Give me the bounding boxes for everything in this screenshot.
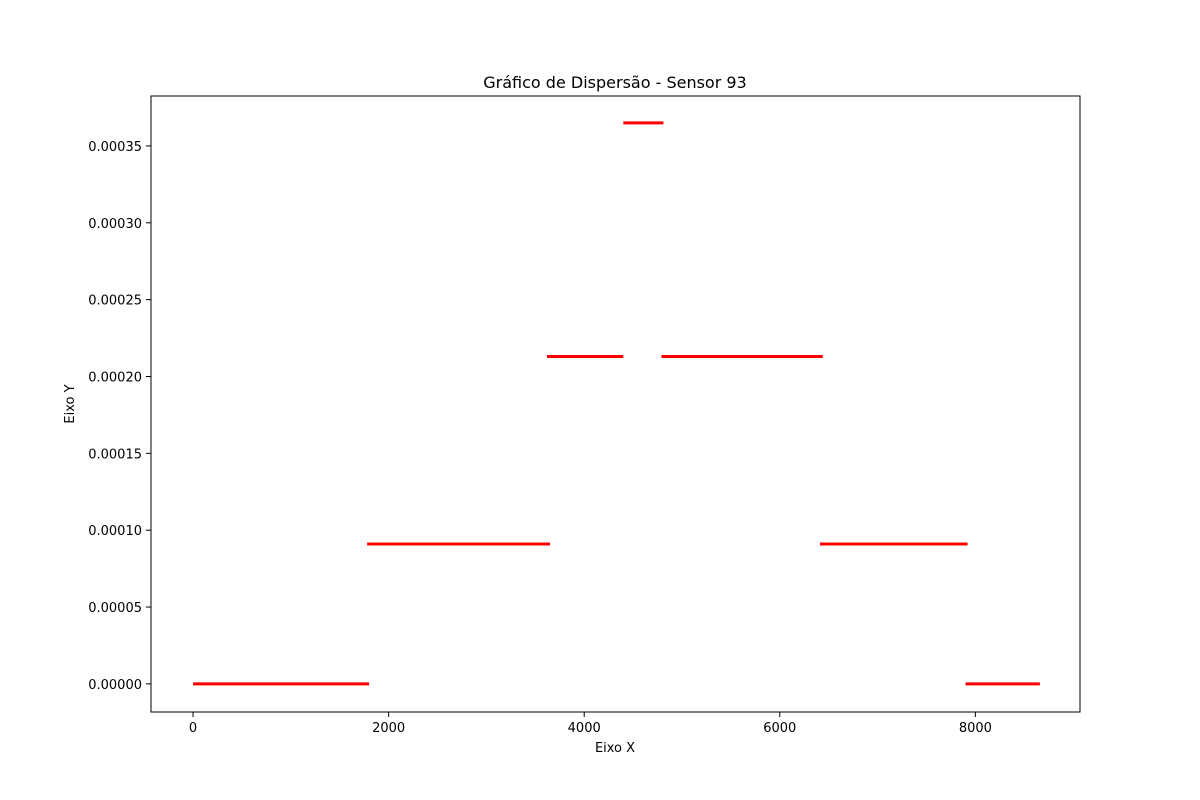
x-tick-label: 2000 — [372, 721, 405, 736]
x-tick-label: 4000 — [568, 721, 601, 736]
plot-frame — [150, 95, 1081, 713]
y-tick-label: 0.00035 — [88, 140, 142, 155]
y-tick-label: 0.00005 — [88, 601, 142, 616]
y-axis: 0.00000 0.00005 0.00010 0.00015 0.00020 0.000… — [88, 140, 151, 693]
series-points — [193, 121, 1040, 686]
y-tick-label: 0.00020 — [88, 370, 142, 385]
chart-title: Gráfico de Dispersão - Sensor 93 — [483, 73, 746, 92]
x-axis: 0 2000 4000 6000 8000 — [189, 712, 992, 736]
y-tick-label: 0.00025 — [88, 294, 142, 309]
x-tick-label: 8000 — [959, 721, 992, 736]
y-tick-label: 0.00000 — [88, 678, 142, 693]
y-axis-label: Eixo Y — [63, 384, 78, 423]
y-tick-label: 0.00030 — [88, 217, 142, 232]
y-tick-label: 0.00010 — [88, 524, 142, 539]
x-tick-label: 0 — [189, 721, 197, 736]
x-tick-label: 6000 — [763, 721, 796, 736]
plot-area: 0 2000 4000 6000 8000 0.000000.000050.000100… — [88, 95, 1081, 736]
y-tick-label: 0.00015 — [88, 447, 142, 462]
x-axis-label: Eixo X — [595, 741, 635, 756]
